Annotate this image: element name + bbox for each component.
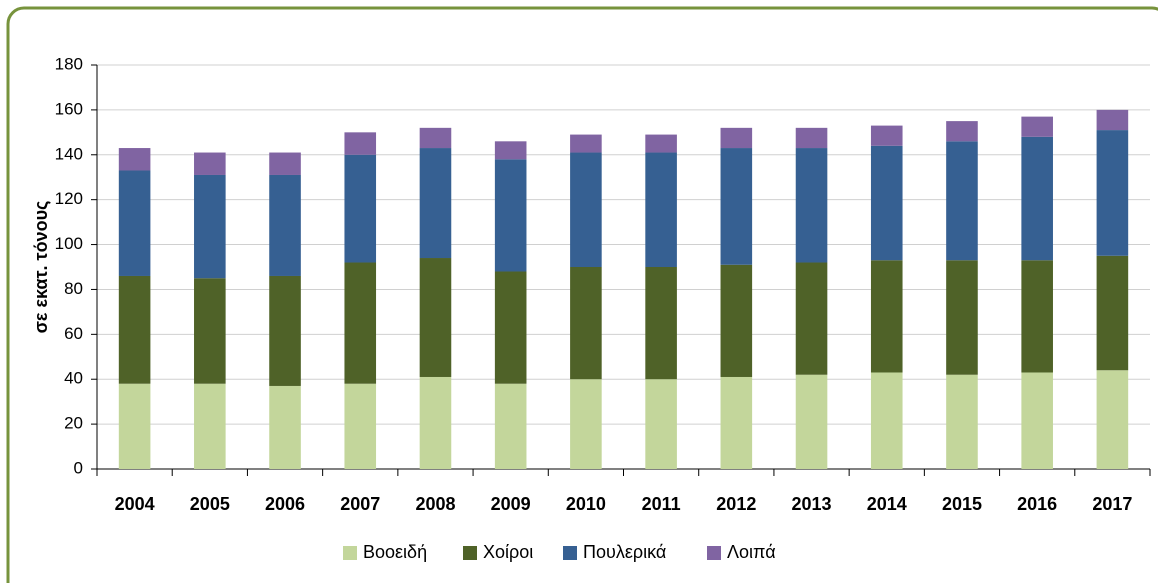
legend-swatch [463, 546, 477, 560]
y-tick-label: 180 [55, 54, 83, 73]
legend-swatch [707, 546, 721, 560]
bar-segment [645, 267, 677, 380]
x-tick-label: 2013 [792, 494, 832, 514]
x-tick-label: 2010 [566, 494, 606, 514]
bar-segment [946, 374, 978, 469]
x-tick-label: 2005 [190, 494, 230, 514]
bar-segment [494, 271, 527, 384]
bar-segment [269, 152, 301, 175]
x-tick-label: 2016 [1017, 494, 1057, 514]
bar-segment [946, 260, 978, 375]
bar-segment [570, 379, 602, 469]
x-tick-label: 2008 [415, 494, 455, 514]
x-tick-label: 2004 [115, 494, 155, 514]
bar-segment [344, 132, 377, 155]
bar-segment [194, 278, 226, 384]
bar-segment [344, 262, 377, 384]
bar-segment [645, 134, 677, 153]
bar-segment [419, 258, 452, 377]
y-tick-label: 100 [55, 234, 83, 253]
bar-segment [419, 148, 452, 259]
bar-segment [870, 260, 903, 373]
x-tick-label: 2017 [1092, 494, 1132, 514]
bar-segment [720, 127, 753, 149]
legend-label: Χοίροι [483, 542, 533, 562]
legend-swatch [343, 546, 357, 560]
x-tick-label: 2007 [340, 494, 380, 514]
bar-segment [1021, 372, 1053, 469]
y-tick-label: 60 [64, 324, 83, 343]
x-tick-label: 2012 [716, 494, 756, 514]
bar-segment [269, 174, 301, 276]
x-tick-label: 2009 [491, 494, 531, 514]
bar-segment [1021, 260, 1053, 373]
bar-segment [344, 154, 377, 263]
bar-segment [269, 275, 301, 386]
bar-segment [269, 385, 301, 469]
bar-segment [1096, 255, 1129, 371]
bar-segment [795, 127, 828, 149]
y-tick-label: 20 [64, 414, 83, 433]
bar-segment [194, 383, 226, 469]
bar-segment [194, 152, 226, 175]
bar-segment [795, 262, 828, 375]
bar-segment [645, 152, 677, 267]
legend-swatch [563, 546, 577, 560]
x-tick-label: 2011 [642, 494, 681, 514]
bar-segment [1021, 116, 1053, 137]
bar-segment [870, 145, 903, 261]
y-tick-label: 160 [55, 99, 83, 118]
bar-segment [570, 267, 602, 380]
bar-segment [570, 134, 602, 153]
bar-segment [570, 152, 602, 267]
y-tick-label: 80 [64, 279, 83, 298]
bar-segment [419, 376, 452, 469]
bar-segment [795, 374, 828, 469]
y-tick-label: 40 [64, 369, 83, 388]
bar-segment [118, 170, 151, 276]
bar-segment [1096, 130, 1129, 256]
bar-segment [645, 379, 677, 469]
bar-segment [946, 141, 978, 261]
bar-segment [720, 376, 753, 469]
bar-segment [720, 148, 753, 265]
legend-label: Λοιπά [727, 542, 776, 562]
bar-segment [494, 141, 527, 160]
x-tick-label: 2006 [265, 494, 305, 514]
bar-segment [1096, 370, 1129, 469]
bar-segment [870, 125, 903, 146]
bar-segment [118, 275, 151, 384]
bar-segment [1021, 136, 1053, 261]
bar-segment [194, 174, 226, 279]
bar-segment [494, 383, 527, 469]
bar-segment [1096, 109, 1129, 131]
bar-segment [118, 148, 151, 171]
y-tick-label: 0 [74, 458, 83, 477]
y-tick-label: 120 [55, 189, 83, 208]
y-axis-title: σε εκατ. τόνους [31, 201, 51, 334]
bar-segment [419, 127, 452, 149]
x-tick-label: 2014 [867, 494, 907, 514]
legend-label: Βοοειδή [363, 542, 427, 562]
bar-segment [946, 121, 978, 142]
bar-segment [344, 383, 377, 469]
bar-segment [720, 264, 753, 377]
bar-segment [870, 372, 903, 469]
x-tick-label: 2015 [942, 494, 982, 514]
bar-segment [795, 148, 828, 263]
y-tick-label: 140 [55, 144, 83, 163]
legend-label: Πουλερικά [583, 542, 666, 562]
bar-segment [118, 383, 151, 469]
bar-segment [494, 159, 527, 272]
